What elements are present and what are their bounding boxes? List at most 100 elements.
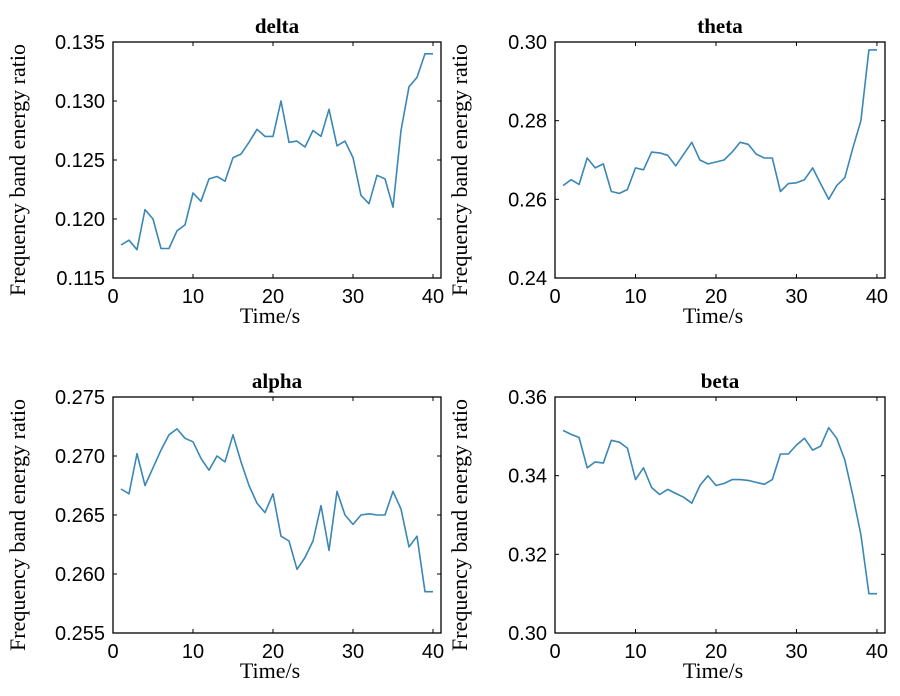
data-point [819, 182, 821, 184]
data-point [852, 494, 854, 496]
x-tick-label: 0 [549, 286, 560, 308]
data-point [432, 53, 434, 55]
data-point [144, 208, 146, 210]
data-point [360, 194, 362, 196]
panel-theta: 0 10 20 30 40 0.24 0.26 0.28 0.30 theta Time/s Freq… [447, 14, 888, 328]
data-point [360, 514, 362, 516]
x-tick-label: 40 [866, 641, 888, 663]
data-point [320, 135, 322, 137]
x-axis-label: Time/s [683, 658, 743, 683]
x-axis-label: Time/s [240, 303, 300, 328]
data-point [610, 190, 612, 192]
data-point [827, 198, 829, 200]
data-point [626, 188, 628, 190]
data-point [811, 167, 813, 169]
x-tick-label: 10 [182, 641, 204, 663]
data-point [136, 452, 138, 454]
chart-title: delta [255, 14, 300, 38]
data-point [876, 49, 878, 51]
data-point [755, 153, 757, 155]
data-point [304, 146, 306, 148]
data-point [192, 192, 194, 194]
data-point [184, 437, 186, 439]
x-tick-label: 10 [182, 286, 204, 308]
data-point [248, 484, 250, 486]
data-point [683, 153, 685, 155]
data-point [264, 511, 266, 513]
data-point [392, 206, 394, 208]
series-line [120, 52, 433, 251]
y-tick-label: 0.30 [508, 623, 547, 645]
data-point [691, 502, 693, 504]
chart-title: theta [697, 14, 743, 38]
data-point [400, 129, 402, 131]
plot-frame [554, 41, 886, 279]
data-point [200, 200, 202, 202]
data-point [328, 549, 330, 551]
data-point [160, 247, 162, 249]
x-tick-label: 20 [705, 286, 727, 308]
y-tick-label: 0.130 [55, 91, 105, 113]
data-point [288, 141, 290, 143]
panel-alpha: 0 10 20 30 40 0.255 0.260 0.265 0.270 0.275 alpha T… [5, 369, 444, 683]
data-point [200, 457, 202, 459]
data-point [176, 230, 178, 232]
data-point [811, 449, 813, 451]
data-point [683, 496, 685, 498]
data-point [675, 165, 677, 167]
data-point [779, 190, 781, 192]
data-point [658, 493, 660, 495]
y-tick-label: 0.30 [508, 32, 547, 54]
plot-frame [112, 41, 442, 279]
data-point [152, 467, 154, 469]
data-point [352, 156, 354, 158]
y-tick-label: 0.32 [508, 544, 547, 566]
data-point [602, 163, 604, 165]
data-point [827, 426, 829, 428]
data-point [803, 437, 805, 439]
data-point [779, 453, 781, 455]
y-tick-label: 0.125 [55, 150, 105, 172]
data-point [152, 218, 154, 220]
data-point [803, 178, 805, 180]
x-tick-label: 30 [785, 286, 807, 308]
data-point [352, 523, 354, 525]
data-point [723, 159, 725, 161]
data-point [715, 161, 717, 163]
data-point [634, 167, 636, 169]
data-point [763, 157, 765, 159]
data-point [707, 163, 709, 165]
data-point [819, 445, 821, 447]
data-point [328, 108, 330, 110]
data-point [128, 493, 130, 495]
data-point [602, 462, 604, 464]
series-line [562, 426, 877, 595]
data-point [755, 481, 757, 483]
x-tick-label: 20 [262, 641, 284, 663]
data-point [304, 556, 306, 558]
data-point [594, 461, 596, 463]
data-point [618, 441, 620, 443]
data-point [586, 157, 588, 159]
data-point [852, 147, 854, 149]
chart-title: beta [701, 369, 740, 393]
x-tick-label: 40 [422, 286, 444, 308]
data-point [296, 568, 298, 570]
x-tick-label: 40 [866, 286, 888, 308]
y-tick-label: 0.270 [55, 446, 105, 468]
data-point [256, 502, 258, 504]
data-point [312, 540, 314, 542]
x-tick-label: 0 [107, 641, 118, 663]
x-tick-label: 10 [624, 286, 646, 308]
series-line [562, 49, 877, 201]
y-tick-label: 0.24 [508, 268, 547, 290]
data-point [424, 53, 426, 55]
data-point [642, 169, 644, 171]
data-point [320, 504, 322, 506]
y-axis-label: Frequency band energy ratio [447, 399, 472, 651]
data-point [312, 129, 314, 131]
data-point [562, 429, 564, 431]
panel-beta: 0 10 20 30 40 0.30 0.32 0.34 0.36 beta Time/s Frequ… [447, 369, 888, 683]
data-point [368, 513, 370, 515]
data-point [795, 182, 797, 184]
